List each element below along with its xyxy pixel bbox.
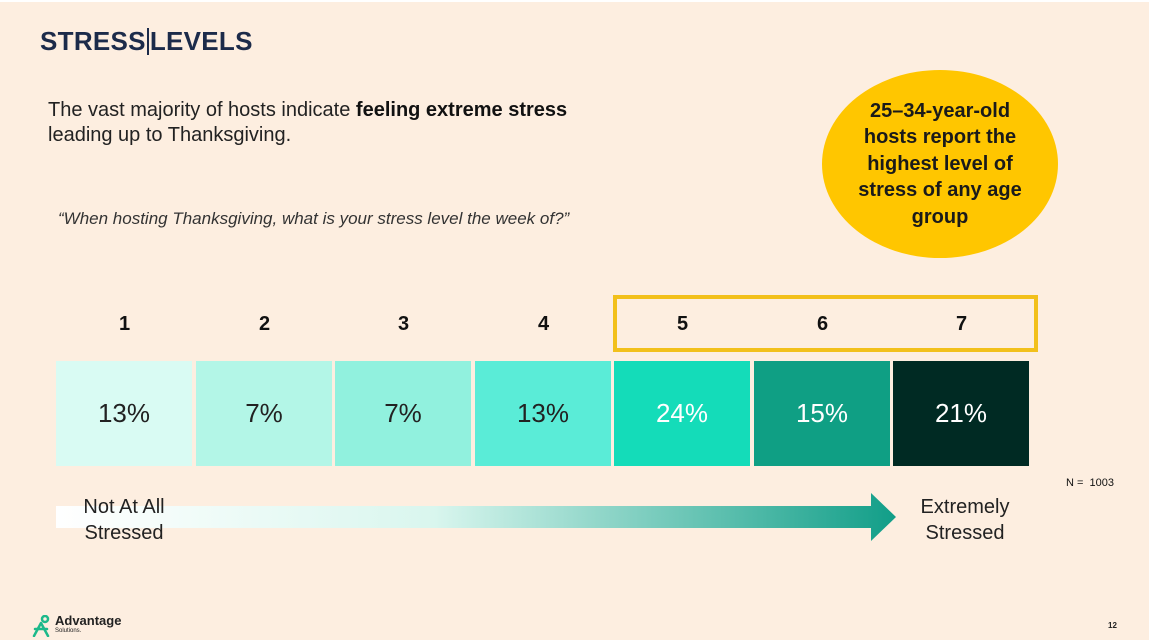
scale-high-line-1: Extremely xyxy=(920,496,1010,518)
value-label-1: 13% xyxy=(97,398,151,428)
stress-cell-1: 13% xyxy=(56,361,192,466)
value-label-5: 24% xyxy=(655,398,709,428)
intro-tail: leading up to Thanksgiving. xyxy=(48,124,292,146)
title-cursor xyxy=(146,28,149,55)
title-word-2: LEVELS xyxy=(149,26,253,56)
intro-text: The vast majority of hosts indicate feel… xyxy=(48,98,688,148)
callout-bubble: 25–34-year-old hosts report the highest … xyxy=(822,70,1058,258)
stress-cell-5: 24% xyxy=(614,361,750,466)
value-label-7: 21% xyxy=(934,398,988,428)
stress-cell-2: 7% xyxy=(196,361,332,466)
stress-scale-arrow xyxy=(56,493,896,541)
company-logo: Advantage Solutions. xyxy=(32,613,122,637)
logo-subtitle: Solutions. xyxy=(55,628,82,634)
scale-label-7: 7 xyxy=(955,313,968,335)
scale-low-line-2: Stressed xyxy=(84,522,164,544)
stress-cell-3: 7% xyxy=(335,361,471,466)
top-border xyxy=(0,0,1149,2)
stress-cell-7: 21% xyxy=(893,361,1029,466)
stress-cell-6: 15% xyxy=(754,361,890,466)
title-word-1: STRESS xyxy=(40,26,146,56)
scale-label-4: 4 xyxy=(537,313,550,335)
scale-label-6: 6 xyxy=(816,313,829,335)
value-label-3: 7% xyxy=(384,398,422,428)
callout-text: 25–34-year-old hosts report the highest … xyxy=(858,99,1022,228)
value-label-6: 15% xyxy=(795,398,849,428)
value-label-4: 13% xyxy=(516,398,570,428)
logo-icon xyxy=(32,615,50,637)
scale-low-label: Not At All Stressed xyxy=(66,494,182,546)
scale-label-3: 3 xyxy=(397,313,410,335)
scale-label-5: 5 xyxy=(676,313,689,335)
page-title: STRESS LEVELS xyxy=(40,26,253,57)
survey-question: “When hosting Thanksgiving, what is your… xyxy=(58,209,570,228)
scale-high-label: Extremely Stressed xyxy=(900,494,1030,546)
scale-low-line-1: Not At All xyxy=(83,496,165,518)
scale-label-2: 2 xyxy=(258,313,271,335)
intro-bold: feeling extreme stress xyxy=(355,99,568,121)
sample-size: N = 1003 xyxy=(1066,477,1115,489)
stress-cell-4: 13% xyxy=(475,361,611,466)
page-number: 12 xyxy=(1108,621,1117,630)
logo-name: Advantage xyxy=(55,613,122,628)
highlight-box xyxy=(613,295,1038,352)
intro-plain: The vast majority of hosts indicate xyxy=(48,99,356,121)
value-label-2: 7% xyxy=(245,398,283,428)
scale-high-line-2: Stressed xyxy=(925,522,1005,544)
scale-label-1: 1 xyxy=(118,313,131,335)
